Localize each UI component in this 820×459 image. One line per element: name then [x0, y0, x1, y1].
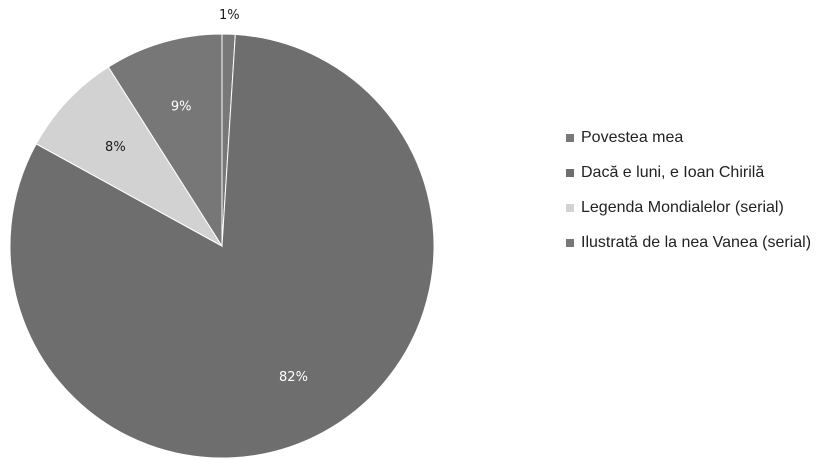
- legend-label: Ilustrată de la nea Vanea (serial): [581, 234, 812, 251]
- slice-data-label: 82%: [279, 370, 308, 385]
- legend-label: Povestea mea: [581, 129, 684, 146]
- pie-slice: [107, 33, 223, 248]
- legend-swatch-icon: [566, 169, 574, 177]
- legend-label: Dacă e luni, e Ioan Chirilă: [581, 164, 765, 181]
- slice-data-label: 9%: [171, 100, 192, 115]
- legend-item: Ilustrată de la nea Vanea (serial): [566, 232, 816, 253]
- slice-data-label: 1%: [219, 8, 240, 23]
- legend-label: Legenda Mondialelor (serial): [581, 199, 784, 216]
- pie-slice: [35, 66, 223, 247]
- slice-data-label: 8%: [105, 140, 126, 155]
- legend-swatch-icon: [566, 204, 574, 212]
- legend: Povestea mea Dacă e luni, e Ioan Chirilă…: [566, 127, 816, 267]
- legend-item: Povestea mea: [566, 127, 816, 148]
- legend-item: Dacă e luni, e Ioan Chirilă: [566, 162, 816, 183]
- legend-item: Legenda Mondialelor (serial): [566, 197, 816, 218]
- legend-swatch-icon: [566, 239, 574, 247]
- legend-swatch-icon: [566, 134, 574, 142]
